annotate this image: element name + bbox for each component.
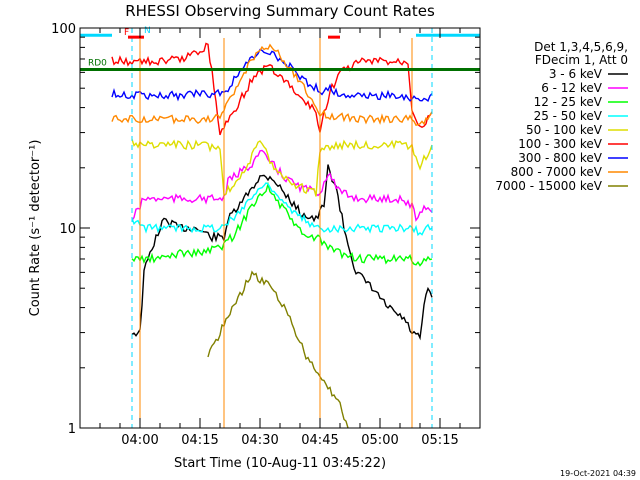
series-line-8 <box>207 270 349 429</box>
legend-label: 25 - 50 keV <box>534 109 603 123</box>
flag-label: N <box>144 26 151 36</box>
legend-label: 12 - 25 keV <box>534 95 603 109</box>
flag-label: RD0 <box>88 59 107 69</box>
series-line-5 <box>111 42 433 136</box>
y-tick-label: 100 <box>51 22 76 37</box>
legend: Det 1,3,4,5,6,9,FDecim 1, Att 03 - 6 keV… <box>495 40 628 193</box>
x-tick-label: 04:45 <box>301 433 338 448</box>
axis-ticks: 1 10 100 04:00 04:15 04:30 04:45 05:00 05:15 <box>51 22 481 448</box>
legend-label: 50 - 100 keV <box>526 123 603 137</box>
x-tick-label: 05:15 <box>421 433 458 448</box>
series-layer <box>111 42 433 429</box>
series-line-1 <box>131 149 433 222</box>
y-axis-label: Count Rate (s⁻¹ detector⁻¹) <box>28 140 43 317</box>
x-tick-label: 04:00 <box>121 433 158 448</box>
footer-date: 19-Oct-2021 04:39 <box>560 469 636 478</box>
series-line-3 <box>131 182 433 237</box>
y-tick-label: 1 <box>68 422 76 437</box>
legend-header: Det 1,3,4,5,6,9, <box>534 40 628 54</box>
legend-label: 300 - 800 keV <box>518 151 602 165</box>
series-line-0 <box>131 164 433 341</box>
legend-label: 3 - 6 keV <box>549 67 603 81</box>
x-tick-label: 04:30 <box>241 433 278 448</box>
flag-label: F <box>124 28 129 38</box>
legend-header: FDecim 1, Att 0 <box>535 53 628 67</box>
x-tick-label: 05:00 <box>361 433 398 448</box>
legend-label: 7000 - 15000 keV <box>495 179 602 193</box>
series-line-6 <box>111 48 433 103</box>
series-line-7 <box>111 43 433 127</box>
legend-label: 100 - 300 keV <box>518 137 602 151</box>
x-tick-label: 04:15 <box>181 433 218 448</box>
legend-label: 6 - 12 keV <box>541 81 603 95</box>
chart-title: RHESSI Observing Summary Count Rates <box>125 2 435 20</box>
series-line-4 <box>131 139 433 197</box>
x-axis-label: Start Time (10-Aug-11 03:45:22) <box>174 456 386 471</box>
state-flags: RD0 F N <box>80 26 480 428</box>
y-tick-label: 10 <box>59 222 76 237</box>
series-line-2 <box>131 181 433 267</box>
legend-label: 800 - 7000 keV <box>511 165 603 179</box>
